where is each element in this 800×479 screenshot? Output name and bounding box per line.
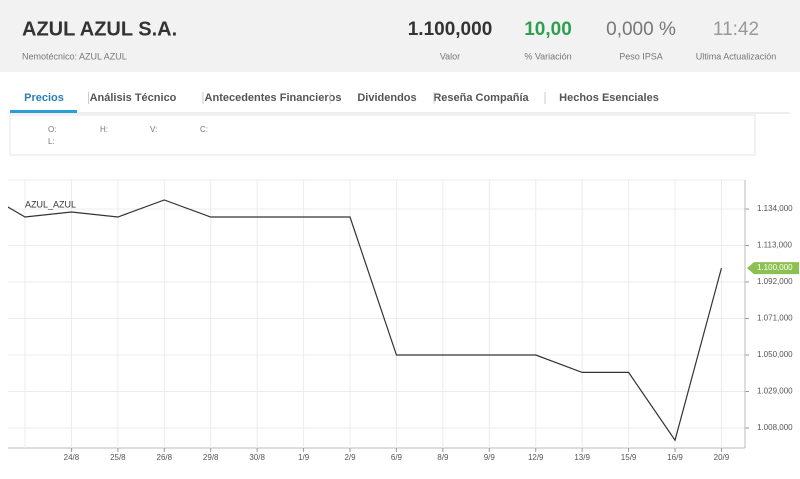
x-tick-label: 6/9 [391, 453, 403, 462]
stat-label: Ultima Actualización [696, 51, 777, 61]
tab[interactable]: Precios [24, 92, 64, 104]
x-tick-label: 16/9 [667, 453, 683, 462]
legend-label: AZUL_AZUL [25, 199, 76, 209]
quote-field: O: [48, 125, 56, 134]
stat-value: 0,000 % [606, 19, 676, 40]
quote-field: H: [100, 125, 108, 134]
header-bg [0, 0, 800, 72]
y-tick-label: 1.134,000 [757, 204, 793, 213]
x-tick-label: 8/9 [437, 453, 449, 462]
y-tick-label: 1.092,000 [757, 277, 793, 286]
stat-value: 11:42 [713, 19, 759, 40]
quote-field: L: [48, 137, 55, 146]
y-tick-label: 1.050,000 [757, 350, 793, 359]
y-tick-label: 1.071,000 [757, 314, 793, 323]
last-value-tag [747, 262, 799, 275]
ticker: Nemotécnico: AZUL AZUL [22, 51, 127, 61]
y-tick-label: 1.029,000 [757, 387, 793, 396]
x-tick-label: 9/9 [484, 453, 496, 462]
tab[interactable]: Análisis Técnico [90, 92, 177, 104]
x-tick-label: 29/8 [203, 453, 219, 462]
tab[interactable]: Hechos Esenciales [559, 92, 659, 104]
company-name: AZUL AZUL S.A. [22, 18, 177, 40]
tab[interactable]: Reseña Compañía [433, 92, 529, 104]
y-tick-label: 1.008,000 [757, 423, 793, 432]
x-tick-label: 24/8 [64, 453, 80, 462]
x-tick-label: 20/9 [714, 453, 730, 462]
price-line [8, 199, 723, 442]
stat-label: Valor [440, 51, 460, 61]
tab[interactable]: Dividendos [357, 92, 416, 104]
quote-box [9, 114, 756, 156]
y-tick-label: 1.113,000 [757, 241, 793, 250]
x-tick-label: 13/9 [574, 453, 590, 462]
x-tick-label: 25/8 [110, 453, 126, 462]
last-value-label: 1.100,000 [757, 263, 793, 272]
x-tick-label: 26/8 [157, 453, 173, 462]
x-tick-label: 1/9 [298, 453, 310, 462]
quote-field: C: [200, 125, 208, 134]
x-tick-label: 30/8 [249, 453, 265, 462]
stat-value: 1.100,000 [408, 19, 493, 40]
x-tick-label: 2/9 [344, 453, 356, 462]
x-tick-label: 15/9 [621, 453, 637, 462]
x-tick-label: 12/9 [528, 453, 544, 462]
tab-underline [10, 110, 77, 113]
stat-label: % Variación [524, 51, 571, 61]
quote-field: V: [150, 125, 157, 134]
tab[interactable]: Antecedentes Financieros [205, 92, 342, 104]
stat-value: 10,00 [524, 19, 572, 40]
stat-label: Peso IPSA [619, 51, 663, 61]
